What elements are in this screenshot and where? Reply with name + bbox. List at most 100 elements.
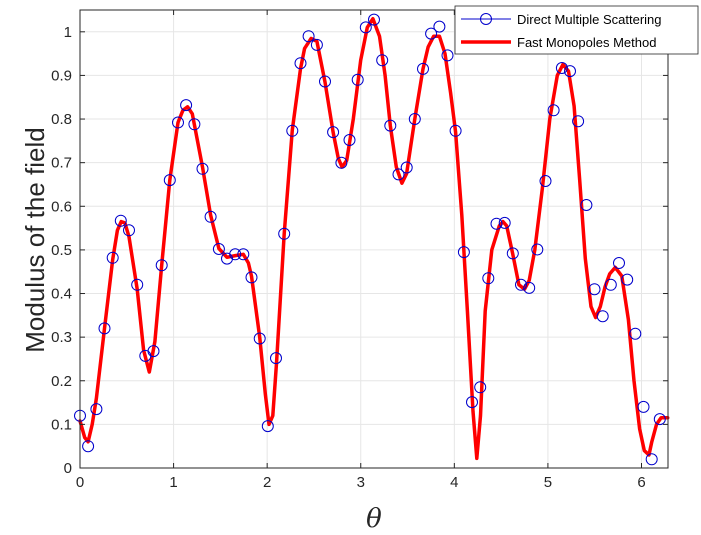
- y-tick-label: 0.9: [51, 67, 72, 84]
- data-point-direct-scattering: [629, 327, 642, 340]
- data-point-direct-scattering: [596, 310, 609, 323]
- data-point-direct-scattering: [490, 217, 503, 230]
- data-point-direct-scattering: [114, 214, 127, 227]
- data-point-direct-scattering: [457, 246, 470, 259]
- data-point-direct-scattering: [417, 62, 429, 75]
- data-point-direct-scattering: [351, 73, 364, 86]
- data-point-direct-scattering: [131, 278, 144, 291]
- x-axis-label: θ: [366, 504, 382, 534]
- data-point-direct-scattering: [147, 345, 160, 358]
- data-point-direct-scattering: [555, 62, 568, 74]
- legend: Direct Multiple Scattering Fast Monopole…: [454, 5, 699, 55]
- series-layer: [74, 13, 670, 466]
- data-point-direct-scattering: [515, 278, 527, 291]
- x-tick-label: 6: [637, 474, 645, 491]
- data-point-direct-scattering: [433, 20, 446, 33]
- data-point-direct-scattering: [204, 210, 217, 223]
- data-point-direct-scattering: [253, 332, 266, 345]
- y-tick-label: 0.7: [51, 155, 72, 172]
- data-point-direct-scattering: [196, 162, 209, 175]
- data-point-direct-scattering: [637, 400, 650, 413]
- data-point-direct-scattering: [343, 134, 356, 146]
- data-point-direct-scattering: [564, 65, 576, 78]
- data-point-direct-scattering: [392, 168, 405, 181]
- y-tick-label: 0.8: [51, 111, 72, 128]
- plot-background: [80, 10, 668, 468]
- x-tick-label: 3: [357, 474, 365, 491]
- data-point-direct-scattering: [539, 175, 552, 187]
- data-point-direct-scattering: [384, 119, 397, 132]
- data-point-direct-scattering: [172, 116, 184, 129]
- y-tick-label: 0.2: [51, 373, 72, 390]
- data-point-direct-scattering: [180, 99, 193, 112]
- data-point-direct-scattering: [359, 21, 372, 34]
- data-point-direct-scattering: [466, 396, 478, 409]
- data-point-direct-scattering: [212, 243, 225, 255]
- data-point-direct-scattering: [408, 113, 421, 125]
- y-axis-label: Modulus of the field: [20, 127, 50, 352]
- axis-ticks: 0 0.1 0.2 0.3 0.4 0.5 0.6 0.7 0.8 0.9 1 0 1 2 3 4 5 6: [51, 10, 668, 491]
- data-point-direct-scattering: [653, 413, 666, 426]
- plot-frame: [79, 9, 669, 469]
- data-point-direct-scattering: [645, 453, 658, 466]
- data-point-direct-scattering: [155, 259, 168, 272]
- data-point-direct-scattering: [368, 13, 380, 26]
- data-point-direct-scattering: [310, 38, 323, 51]
- x-tick-label: 1: [169, 474, 177, 491]
- data-point-direct-scattering: [245, 271, 258, 284]
- y-tick-label: 0.3: [51, 329, 72, 346]
- data-point-direct-scattering: [261, 420, 274, 433]
- x-tick-label: 5: [544, 474, 552, 491]
- legend-marker-direct-scattering: [480, 13, 492, 25]
- x-tick-label: 4: [450, 474, 458, 491]
- y-tick-label: 0: [64, 460, 72, 477]
- data-point-direct-scattering: [621, 273, 634, 286]
- data-point-direct-scattering: [270, 352, 282, 365]
- data-point-direct-scattering: [506, 247, 519, 260]
- data-point-direct-scattering: [335, 156, 348, 169]
- data-point-direct-scattering: [163, 174, 176, 187]
- legend-label-fast-monopoles: Fast Monopoles Method: [517, 35, 656, 50]
- data-point-direct-scattering: [376, 54, 389, 67]
- series-line-fast-monopoles: [78, 16, 670, 461]
- y-tick-label: 0.4: [51, 286, 72, 303]
- data-point-direct-scattering: [188, 118, 201, 131]
- series-markers-direct-scattering: [74, 13, 666, 466]
- data-point-direct-scattering: [319, 75, 331, 88]
- data-point-direct-scattering: [523, 281, 536, 294]
- data-point-direct-scattering: [237, 248, 250, 261]
- data-point-direct-scattering: [302, 30, 315, 43]
- data-point-direct-scattering: [90, 403, 103, 416]
- data-point-direct-scattering: [474, 381, 487, 394]
- data-point-direct-scattering: [613, 257, 625, 269]
- data-point-direct-scattering: [123, 224, 135, 237]
- data-point-direct-scattering: [106, 251, 119, 264]
- data-point-direct-scattering: [278, 227, 291, 240]
- data-point-direct-scattering: [327, 126, 340, 139]
- data-point-direct-scattering: [604, 278, 617, 291]
- data-point-direct-scattering: [588, 283, 601, 296]
- data-point-direct-scattering: [547, 104, 560, 117]
- x-tick-label: 0: [76, 474, 84, 491]
- data-point-direct-scattering: [580, 199, 593, 211]
- data-point-direct-scattering: [498, 216, 511, 229]
- legend-label-direct-scattering: Direct Multiple Scattering: [517, 12, 662, 27]
- y-tick-label: 0.6: [51, 198, 72, 215]
- data-point-direct-scattering: [531, 243, 544, 256]
- x-tick-label: 2: [263, 474, 271, 491]
- data-point-direct-scattering: [286, 124, 299, 137]
- data-point-direct-scattering: [572, 115, 585, 128]
- data-point-direct-scattering: [482, 272, 495, 285]
- data-point-direct-scattering: [294, 57, 307, 70]
- data-point-direct-scattering: [441, 49, 454, 62]
- y-tick-label: 0.5: [51, 242, 72, 259]
- data-point-direct-scattering: [229, 248, 242, 261]
- y-tick-label: 0.1: [51, 416, 72, 433]
- data-point-direct-scattering: [425, 27, 438, 40]
- y-tick-label: 1: [64, 24, 72, 41]
- legend-box: [454, 5, 699, 55]
- data-point-direct-scattering: [449, 124, 462, 137]
- data-point-direct-scattering: [400, 161, 413, 174]
- data-point-direct-scattering: [98, 322, 111, 335]
